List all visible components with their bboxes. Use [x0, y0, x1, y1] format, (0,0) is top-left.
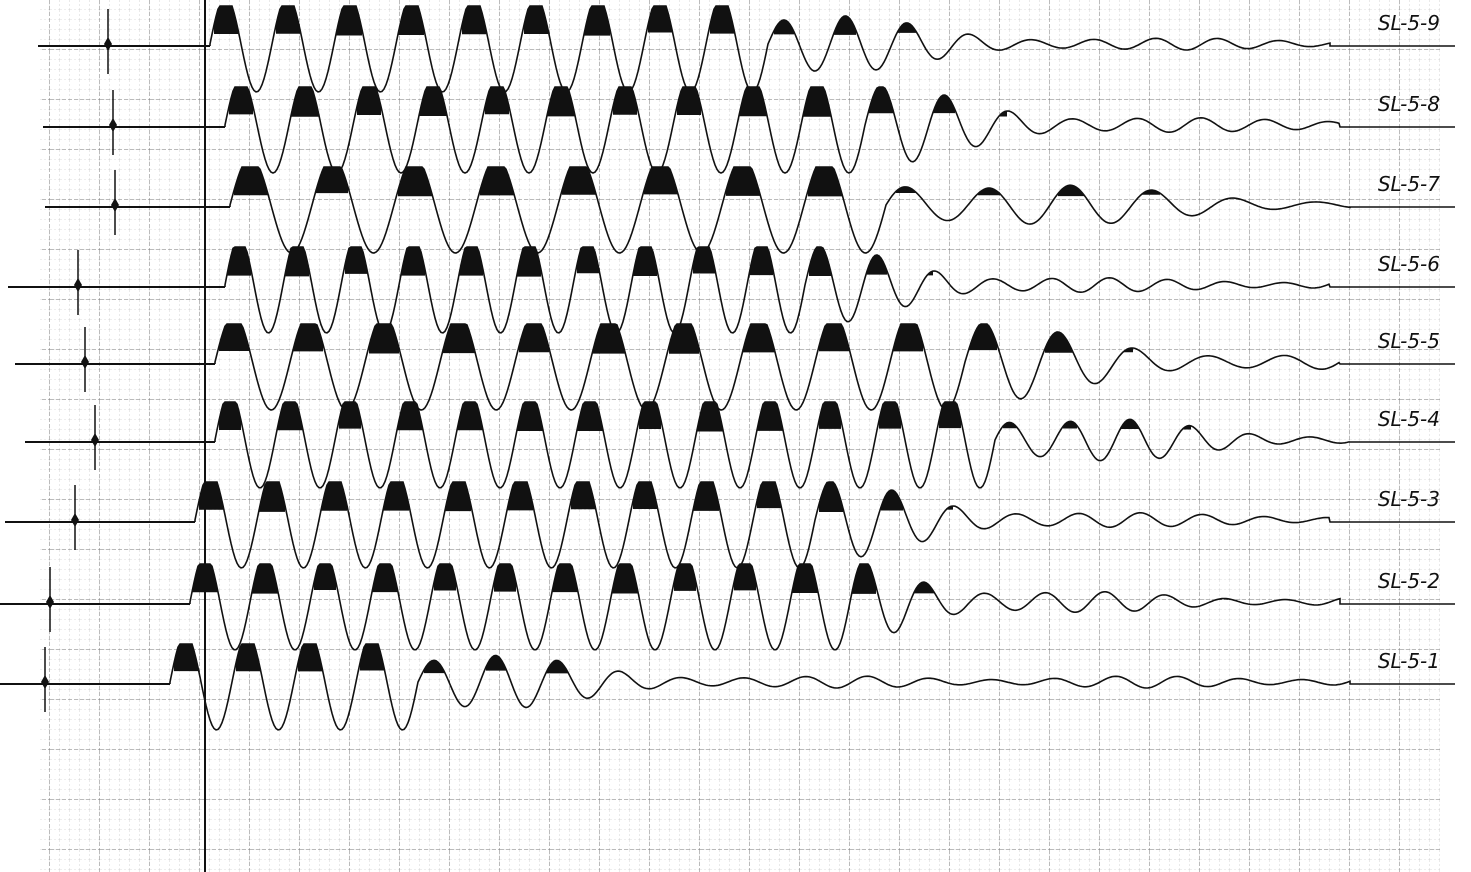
trace-label: SL-5-3 — [1378, 487, 1440, 511]
trace-label: SL-5-5 — [1378, 329, 1440, 353]
oscillograph-sheet: SL-5-9 SL-5-8 SL-5-7 SL-5-6 SL-5-5 SL-5-4 SL-5… — [0, 0, 1471, 872]
trace-label: SL-5-8 — [1378, 92, 1440, 116]
trace-label: SL-5-2 — [1378, 569, 1440, 593]
trace-label: SL-5-4 — [1378, 407, 1440, 431]
trace-label: SL-5-7 — [1378, 172, 1440, 196]
trace-label: SL-5-6 — [1378, 252, 1440, 276]
trace-label: SL-5-1 — [1378, 649, 1440, 673]
trace-label: SL-5-9 — [1378, 11, 1440, 35]
